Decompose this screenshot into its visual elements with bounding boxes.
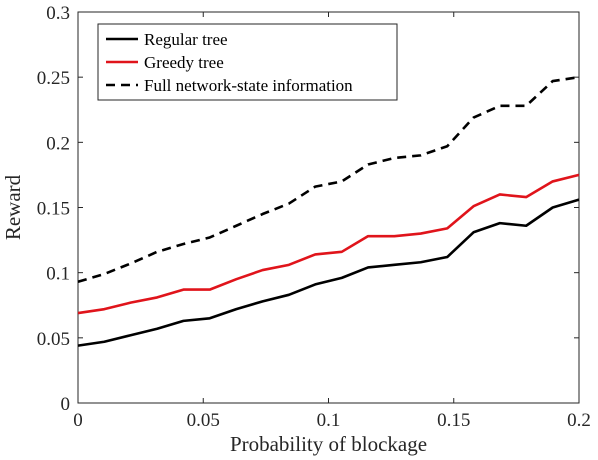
series-line-0 xyxy=(77,198,580,347)
y-tick-label: 0.1 xyxy=(46,264,70,285)
y-tick-label: 0.25 xyxy=(37,68,70,89)
legend-box xyxy=(97,23,398,101)
y-tick-label: 0.05 xyxy=(37,329,70,350)
series-line-2 xyxy=(77,75,580,284)
series-line-1 xyxy=(77,173,580,315)
y-axis-label: Reward xyxy=(1,174,25,240)
legend-label-2: Full network-state information xyxy=(144,76,353,95)
legend-label-1: Greedy tree xyxy=(144,53,224,72)
x-axis-label: Probability of blockage xyxy=(230,432,427,456)
legend-label-0: Regular tree xyxy=(144,30,228,49)
y-tick-label: 0 xyxy=(61,394,71,415)
y-tick-label: 0.3 xyxy=(46,3,70,24)
axis-ticks: 0 0.05 0.1 0.15 0.2 0 0.05 0.1 0.15 0.2 0.25 0.3 xyxy=(37,3,591,431)
x-tick-label: 0.2 xyxy=(567,410,591,431)
series-lines xyxy=(77,75,580,347)
legend: Regular tree Greedy tree Full network-stat… xyxy=(97,23,398,101)
x-tick-label: 0.15 xyxy=(437,410,470,431)
y-tick-label: 0.15 xyxy=(37,199,70,220)
x-tick-label: 0.05 xyxy=(187,410,220,431)
y-tick-label: 0.2 xyxy=(46,133,70,154)
x-tick-label: 0.1 xyxy=(317,410,341,431)
x-tick-label: 0 xyxy=(73,410,83,431)
